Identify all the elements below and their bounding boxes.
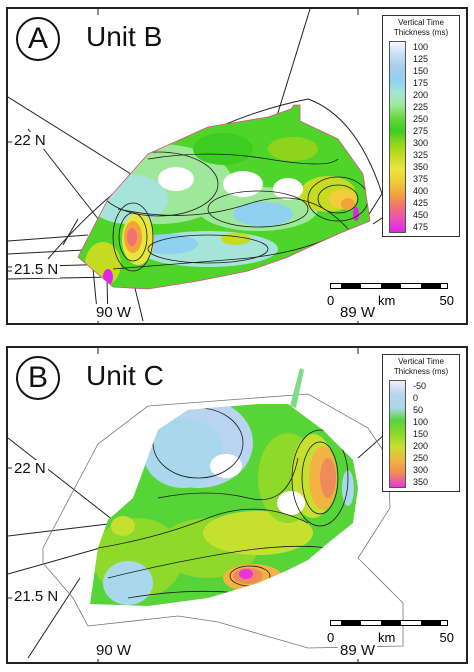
legend-body: 100 125 150 175 200 225 250 275 300 325 350 375 400 4… <box>385 41 457 233</box>
legend-entry: 350 <box>385 161 457 173</box>
survey-polygon-b <box>42 393 404 649</box>
legend-colorbar <box>389 380 406 488</box>
panel-letter: A <box>16 17 60 61</box>
legend-label: 300 <box>413 138 429 148</box>
legend: Vertical Time Thickness (ms) -50 0 50 100 15… <box>382 354 460 492</box>
legend-label: 350 <box>413 477 429 487</box>
legend-label: 150 <box>413 429 429 439</box>
panel-letter: B <box>16 356 60 400</box>
panel-b: B Unit C 22 N 21.5 N 90 W 89 W Vertical … <box>6 346 468 664</box>
scale-unit-label: km <box>378 293 396 308</box>
legend-label: 250 <box>413 114 429 124</box>
scale-unit-label: km <box>378 630 396 645</box>
legend-entry: 300 <box>385 464 457 476</box>
longitude-label: 89 W <box>338 642 378 659</box>
legend-label: 450 <box>413 210 429 220</box>
legend-entry: 100 <box>385 416 457 428</box>
legend-entry: 300 <box>385 137 457 149</box>
latitude-label: 21.5 N <box>12 588 61 605</box>
legend-label: 425 <box>413 198 429 208</box>
scale-bar: 0 km 50 <box>327 620 454 660</box>
legend-label: 100 <box>413 42 429 52</box>
thickness-field-b <box>90 404 358 606</box>
legend-entry: 400 <box>385 185 457 197</box>
legend-colorbar <box>389 41 406 233</box>
scale-bar: 0 km 50 <box>327 283 454 323</box>
legend-label: 100 <box>413 417 429 427</box>
latitude-label: 21.5 N <box>12 261 61 278</box>
legend-entry: 150 <box>385 428 457 440</box>
longitude-label: 89 W <box>338 304 378 321</box>
legend-label: 125 <box>413 54 429 64</box>
legend-label: 225 <box>413 102 429 112</box>
legend-entry: 175 <box>385 77 457 89</box>
legend-entry: 225 <box>385 101 457 113</box>
longitude-label: 90 W <box>94 304 134 321</box>
legend-label: 175 <box>413 78 429 88</box>
legend-label: 275 <box>413 126 429 136</box>
legend-entry: 50 <box>385 404 457 416</box>
legend-entry: 125 <box>385 53 457 65</box>
map-b <box>8 348 411 662</box>
legend-label: 250 <box>413 453 429 463</box>
legend-label: 50 <box>413 405 424 415</box>
legend-entry: 200 <box>385 89 457 101</box>
legend-entry: 350 <box>385 476 457 488</box>
panel-title: Unit B <box>86 21 163 52</box>
legend-label: 200 <box>413 441 429 451</box>
scale-start-label: 0 <box>327 630 335 645</box>
legend-entry: 250 <box>385 452 457 464</box>
legend-title: Vertical Time Thickness (ms) <box>393 18 449 37</box>
legend-entry: 375 <box>385 173 457 185</box>
scale-end-label: 50 <box>439 293 454 308</box>
scale-bar-track <box>330 283 448 289</box>
legend-label: -50 <box>413 381 427 391</box>
scale-start-label: 0 <box>327 293 335 308</box>
legend-entry: 0 <box>385 392 457 404</box>
legend-label: 325 <box>413 150 429 160</box>
survey-outline-a <box>77 104 371 290</box>
longitude-label: 90 W <box>94 642 134 659</box>
legend-entry: 275 <box>385 125 457 137</box>
legend-entry: 325 <box>385 149 457 161</box>
legend: Vertical Time Thickness (ms) 100 125 150 17… <box>382 15 460 237</box>
map-a <box>8 9 429 323</box>
legend-entry: 475 <box>385 221 457 233</box>
legend-entry: 450 <box>385 209 457 221</box>
legend-entry: 100 <box>385 41 457 53</box>
legend-label: 375 <box>413 174 429 184</box>
legend-entry: 200 <box>385 440 457 452</box>
legend-label: 350 <box>413 162 429 172</box>
legend-label: 400 <box>413 186 429 196</box>
legend-entry: 250 <box>385 113 457 125</box>
legend-body: -50 0 50 100 150 200 250 300 350 <box>385 380 457 488</box>
legend-entry: 150 <box>385 65 457 77</box>
legend-title: Vertical Time Thickness (ms) <box>393 357 449 376</box>
legend-label: 0 <box>413 393 419 403</box>
panel-title: Unit C <box>86 360 164 391</box>
scale-bar-track <box>330 620 448 626</box>
latitude-label: 22 N <box>12 132 48 149</box>
legend-label: 150 <box>413 66 429 76</box>
panel-a: A Unit B 22 N 21.5 N 90 W 89 W Vertical … <box>6 7 468 325</box>
latitude-label: 22 N <box>12 460 48 477</box>
legend-label: 475 <box>413 222 429 232</box>
legend-entry: 425 <box>385 197 457 209</box>
legend-label: 200 <box>413 90 429 100</box>
legend-entry: -50 <box>385 380 457 392</box>
legend-label: 300 <box>413 465 429 475</box>
scale-end-label: 50 <box>439 630 454 645</box>
